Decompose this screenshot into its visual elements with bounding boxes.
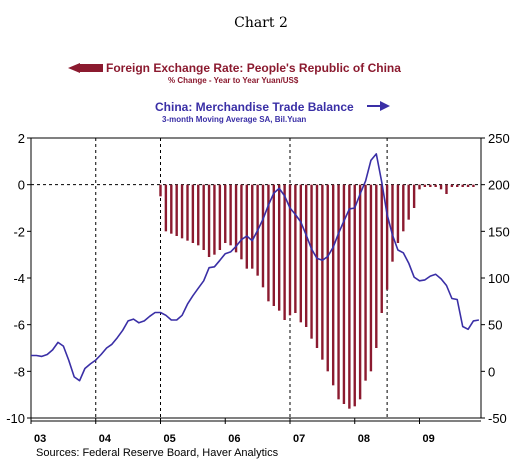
fx-rate-bar [229, 184, 232, 246]
right-tick-label: 50 [488, 318, 502, 333]
fx-rate-bar [337, 184, 340, 400]
legend-bar-series: Foreign Exchange Rate: People's Republic… [68, 61, 401, 85]
bar-series [159, 184, 475, 409]
fx-rate-bar [251, 184, 254, 269]
fx-rate-bar [299, 184, 303, 323]
x-tick-label: 05 [163, 433, 175, 445]
fx-rate-bar [288, 184, 292, 316]
line-series [31, 153, 480, 382]
left-tick-label: -8 [13, 364, 25, 379]
fx-rate-bar [358, 184, 362, 400]
legend-line-series: China: Merchandise Trade Balance 3-month… [155, 100, 390, 124]
legend-line-sub: 3-month Moving Average SA, Bil.Yuan [162, 115, 306, 124]
left-tick-label: -6 [13, 318, 25, 333]
fx-rate-bar [191, 184, 195, 243]
legend-bar-label: Foreign Exchange Rate: People's Republic… [106, 61, 401, 75]
fx-rate-bar [261, 184, 265, 288]
fx-rate-bar [450, 184, 454, 187]
fx-rate-bar [197, 184, 200, 246]
fx-rate-bar [310, 184, 313, 339]
fx-rate-bar [353, 184, 356, 407]
fx-rate-bar [283, 184, 286, 320]
fx-rate-bar [385, 184, 389, 290]
left-tick-label: -2 [13, 224, 25, 239]
fx-rate-bar [180, 184, 184, 239]
fx-rate-bar [423, 184, 427, 187]
fx-rate-bar [375, 184, 378, 348]
fx-rate-bar [402, 184, 405, 232]
trade-balance-line [31, 153, 480, 382]
fx-rate-bar [364, 184, 367, 381]
left-axis: 2 0 -2 -4 -6 -8 -10 [6, 131, 31, 426]
fx-rate-bar [240, 184, 243, 260]
fx-rate-bar [461, 184, 464, 187]
fx-rate-bar [396, 184, 400, 243]
source-note: Sources: Federal Reserve Board, Haver An… [36, 447, 279, 459]
fx-rate-bar [218, 184, 222, 250]
fx-rate-bar [429, 184, 432, 187]
fx-rate-bar [294, 184, 297, 313]
fx-rate-bar [245, 184, 249, 269]
legend-bar-sub: % Change - Year to Year Yuan/US$ [168, 76, 299, 85]
fx-rate-bar [170, 184, 173, 234]
legend-line-arrow-icon [380, 101, 390, 111]
fx-rate-bar [272, 184, 276, 306]
fx-rate-bar [304, 184, 308, 327]
fx-rate-bar [456, 184, 459, 187]
fx-rate-bar [391, 184, 394, 262]
right-tick-label: 0 [488, 364, 495, 379]
chart-title: Chart 2 [234, 15, 288, 31]
fx-rate-bar [472, 184, 475, 187]
legend-line-label: China: Merchandise Trade Balance [155, 100, 354, 114]
left-tick-label: -10 [6, 411, 25, 426]
plot-area [30, 137, 482, 419]
fx-rate-bar [380, 184, 383, 313]
x-tick-label: 04 [99, 433, 112, 445]
left-tick-label: 0 [18, 178, 25, 193]
right-tick-label: 250 [488, 131, 510, 146]
fx-rate-bar [202, 184, 205, 250]
fx-rate-bar [159, 184, 162, 197]
fx-rate-bar [186, 184, 189, 241]
fx-rate-bar [207, 184, 211, 257]
right-tick-label: -50 [488, 411, 507, 426]
fx-rate-bar [445, 184, 448, 194]
fx-rate-bar [234, 184, 238, 253]
right-tick-label: 200 [488, 178, 510, 193]
fx-rate-bar [315, 184, 319, 348]
fx-rate-bar [224, 184, 227, 243]
legend-bar-swatch [79, 64, 103, 72]
x-axis: 03 04 05 06 07 08 09 [30, 418, 435, 445]
fx-rate-bar [439, 184, 443, 190]
fx-rate-bar [321, 184, 324, 360]
right-tick-label: 150 [488, 224, 510, 239]
fx-rate-bar [164, 184, 168, 232]
fx-rate-bar [369, 184, 373, 372]
fx-rate-bar [331, 184, 335, 386]
right-axis: 250 200 150 100 50 0 -50 [481, 131, 510, 426]
x-tick-label: 08 [358, 433, 370, 445]
fx-rate-bar [277, 184, 281, 311]
fx-rate-bar [213, 184, 216, 255]
x-tick-label: 09 [422, 433, 434, 445]
fx-rate-bar [267, 184, 270, 302]
fx-rate-bar [412, 184, 416, 208]
left-tick-label: 2 [18, 131, 25, 146]
fx-rate-bar [434, 184, 437, 187]
fx-rate-bar [407, 184, 410, 220]
x-tick-label: 06 [228, 433, 240, 445]
fx-rate-bar [348, 184, 351, 409]
fx-rate-bar [342, 184, 346, 404]
legend-bar-arrow-icon [68, 63, 80, 73]
right-tick-label: 100 [488, 271, 510, 286]
x-tick-label: 07 [293, 433, 305, 445]
fx-rate-bar [326, 184, 329, 372]
left-tick-label: -4 [13, 271, 25, 286]
fx-rate-bar [418, 184, 421, 190]
fx-rate-bar [175, 184, 178, 236]
fx-rate-bar [466, 184, 470, 187]
x-tick-label: 03 [34, 433, 46, 445]
